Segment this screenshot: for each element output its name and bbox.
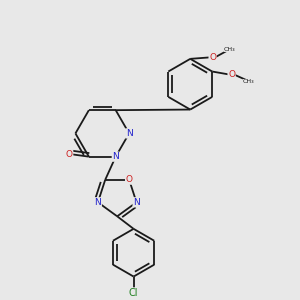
Text: CH₃: CH₃ xyxy=(243,80,255,85)
Text: O: O xyxy=(209,53,216,62)
Text: N: N xyxy=(133,198,140,207)
Text: O: O xyxy=(126,175,133,184)
Text: N: N xyxy=(94,198,101,207)
Text: CH₃: CH₃ xyxy=(224,46,236,52)
Text: N: N xyxy=(112,152,119,161)
Text: O: O xyxy=(66,150,73,159)
Text: Cl: Cl xyxy=(129,288,138,298)
Text: N: N xyxy=(126,129,133,138)
Text: O: O xyxy=(228,70,235,79)
